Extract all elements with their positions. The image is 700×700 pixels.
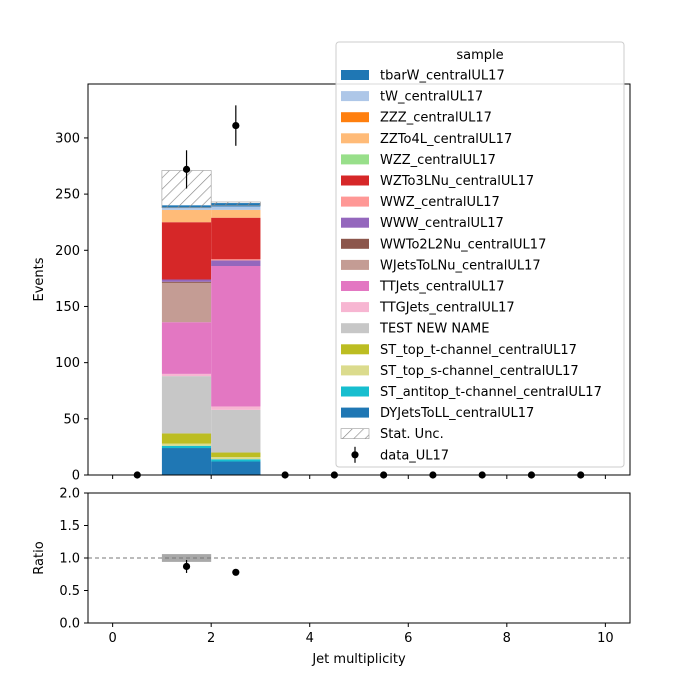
legend-label: ST_top_s-channel_centralUL17 — [380, 364, 579, 379]
legend-swatch — [341, 196, 369, 207]
stack-bar-WWZ_centralUL17 — [211, 259, 261, 261]
stack-bar-tW_centralUL17 — [211, 206, 261, 210]
stack-bar-ST_top_t-channel_centralUL17 — [211, 452, 261, 458]
legend-label: DYJetsToLL_centralUL17 — [380, 406, 534, 421]
legend-label: TTJets_centralUL17 — [379, 280, 505, 295]
y-tick-label: 0 — [72, 469, 80, 484]
data-point — [182, 165, 191, 173]
y-tick-label: 200 — [55, 244, 80, 259]
legend-swatch — [341, 302, 369, 313]
main-y-axis-label: Events — [32, 257, 47, 301]
stack-bar-ZZTo4L_centralUL17 — [211, 209, 261, 218]
legend-label: TTGJets_centralUL17 — [379, 301, 515, 316]
stack-bar-DYJetsToLL_centralUL17 — [161, 448, 212, 475]
stat-unc-band — [210, 201, 261, 206]
ratio-y-axis-label: Ratio — [32, 541, 47, 574]
ratio-point — [232, 568, 240, 576]
x-tick-label: 6 — [404, 631, 412, 646]
stack-bar-WWW_centralUL17 — [161, 279, 212, 282]
stack-bar-ST_top_t-channel_centralUL17 — [161, 433, 212, 444]
x-tick-label: 0 — [108, 631, 116, 646]
ratio-y-tick-label: 1.5 — [59, 519, 80, 534]
stack-bar-WWTo2L2Nu_centralUL17 — [161, 281, 212, 283]
stack-bar-WJetsToLNu_centralUL17 — [161, 282, 212, 323]
stack-bar-TTGJets_centralUL17 — [211, 406, 261, 410]
legend-swatch — [341, 386, 369, 397]
legend-title: sample — [456, 48, 503, 63]
stack-bar-ZZTo4L_centralUL17 — [161, 209, 212, 223]
legend-label: WZZ_centralUL17 — [380, 153, 496, 168]
x-axis-label: Jet multiplicity — [311, 652, 406, 667]
legend-label: WJetsToLNu_centralUL17 — [380, 258, 541, 273]
main-plot: 0 50 100 150 200 250 300 Events — [32, 83, 631, 484]
legend-swatch — [340, 428, 370, 440]
stack-bar-ST_antitop_t-channel_centralUL17 — [211, 459, 261, 462]
stack-bar-WZTo3LNu_centralUL17 — [161, 222, 212, 280]
legend-swatch — [341, 365, 369, 376]
y-tick-label: 100 — [55, 356, 80, 371]
legend-label: ST_antitop_t-channel_centralUL17 — [380, 385, 602, 400]
legend-swatch — [341, 217, 369, 228]
legend-swatch — [341, 133, 369, 144]
legend-label: ST_top_t-channel_centralUL17 — [380, 343, 577, 358]
stack-bar-ST_top_s-channel_centralUL17 — [161, 443, 212, 446]
legend-swatch — [341, 323, 369, 334]
x-tick-label: 4 — [306, 631, 314, 646]
legend-label: tbarW_centralUL17 — [380, 69, 505, 84]
legend-swatch — [341, 154, 369, 165]
stack-bar-ST_top_s-channel_centralUL17 — [211, 457, 261, 460]
legend-swatch — [341, 70, 369, 80]
y-tick-label: 300 — [55, 131, 80, 146]
y-tick-label: 250 — [55, 188, 80, 203]
ratio-y-tick-label: 1.0 — [59, 552, 80, 567]
x-tick-label: 2 — [207, 631, 215, 646]
x-tick-label: 8 — [503, 631, 511, 646]
y-tick-label: 150 — [55, 300, 80, 315]
legend-swatch — [341, 175, 369, 186]
legend-label: WWZ_centralUL17 — [380, 195, 500, 210]
stack-bar-ST_antitop_t-channel_centralUL17 — [161, 445, 212, 449]
legend-label: WWW_centralUL17 — [380, 216, 504, 231]
legend-swatch — [341, 344, 369, 355]
data-point — [232, 121, 240, 130]
ratio-plot: 0.0 0.5 1.0 1.5 2.0 0 2 4 6 8 10 Ratio Jet multiplic… — [32, 487, 631, 667]
legend-label: TEST NEW NAME — [379, 322, 489, 337]
legend-label: data_UL17 — [380, 448, 449, 463]
stack-bar-WZTo3LNu_centralUL17 — [211, 217, 261, 260]
stack-bar-TEST NEW NAME — [161, 376, 212, 434]
legend-swatch — [341, 91, 369, 102]
ratio-point — [182, 562, 191, 571]
legend-label: tW_centralUL17 — [380, 90, 483, 105]
stat-unc-band — [161, 170, 212, 208]
legend-swatch — [341, 281, 369, 291]
legend-swatch — [341, 112, 369, 123]
legend-label: WZTo3LNu_centralUL17 — [380, 174, 534, 189]
stack-bar-TEST NEW NAME — [211, 409, 261, 453]
legend-label: ZZZ_centralUL17 — [380, 111, 492, 126]
legend-swatch — [341, 407, 369, 418]
legend-label: ZZTo4L_centralUL17 — [380, 132, 512, 147]
legend-swatch — [341, 259, 369, 270]
stack-bar-tW_centralUL17 — [161, 207, 212, 210]
legend-swatch — [341, 238, 369, 249]
x-tick-label: 10 — [597, 631, 614, 646]
stack-bar-TTJets_centralUL17 — [161, 322, 212, 374]
legend-label: Stat. Unc. — [380, 427, 444, 442]
legend-data-marker — [351, 451, 359, 459]
ratio-y-tick-label: 0.5 — [59, 584, 80, 599]
ratio-y-tick-label: 0.0 — [59, 617, 80, 632]
stack-bar-TTGJets_centralUL17 — [161, 373, 212, 377]
stack-bar-TTJets_centralUL17 — [211, 266, 261, 407]
y-tick-label: 50 — [63, 412, 80, 427]
legend-label: WWTo2L2Nu_centralUL17 — [380, 237, 546, 252]
stack-bar-DYJetsToLL_centralUL17 — [211, 461, 261, 475]
legend-box — [335, 41, 625, 468]
stack-bar-WWW_centralUL17 — [211, 260, 261, 267]
legend: sample tbarW_centralUL17 tW_centralUL17 ZZZ… — [335, 41, 625, 468]
ratio-y-tick-label: 2.0 — [59, 487, 80, 502]
